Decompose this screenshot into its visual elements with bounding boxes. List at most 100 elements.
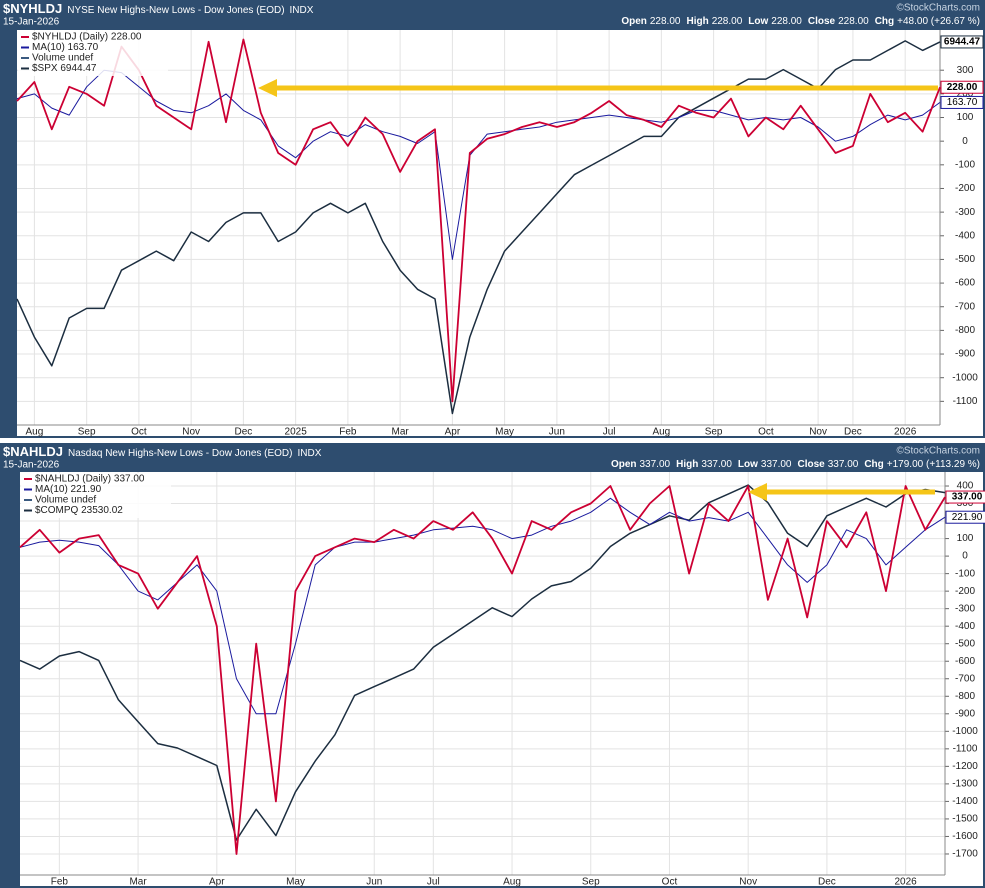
quote-value: 337.00 xyxy=(828,459,859,470)
x-tick-label: Mar xyxy=(392,427,410,438)
x-tick-label: Jun xyxy=(549,427,565,438)
x-tick-label: Dec xyxy=(844,427,862,438)
quote-label: Low xyxy=(748,16,768,27)
quote-label: Close xyxy=(808,16,836,27)
y-tick-label: 400 xyxy=(957,481,974,492)
y-tick-label: 300 xyxy=(957,498,974,509)
legend-label: $SPX 6944.47 xyxy=(32,63,97,74)
y-tick-label: -600 xyxy=(955,656,975,667)
y-tick-label: 100 xyxy=(957,533,974,544)
x-tick-label: Aug xyxy=(26,427,44,438)
x-tick-label: Feb xyxy=(51,877,69,888)
y-tick-label: -900 xyxy=(955,708,975,719)
price-tag-label: 6944.47 xyxy=(944,37,981,48)
header-title: $NAHLDJ Nasdaq New Highs-New Lows - Dow J… xyxy=(3,444,322,459)
x-tick-label: Sep xyxy=(78,427,96,438)
quote-value: 337.00 xyxy=(761,459,792,470)
y-tick-label: 300 xyxy=(957,65,974,76)
x-tick-label: Mar xyxy=(129,877,147,888)
quote-value: +179.00 (+113.29 %) xyxy=(887,459,980,470)
date: 15-Jan-2026 xyxy=(3,17,60,28)
quote-label: Open xyxy=(621,16,647,27)
price-tag-label: 163.70 xyxy=(947,97,978,108)
symbol: $NYHLDJ xyxy=(3,1,62,16)
x-tick-label: May xyxy=(495,427,514,438)
x-tick-label: Dec xyxy=(818,877,836,888)
quote-label: Open xyxy=(611,459,637,470)
y-tick-label: -300 xyxy=(955,207,975,218)
exchange: INDX xyxy=(298,448,322,459)
quote-label: Chg xyxy=(864,459,883,470)
quote: Open 228.00 High 228.00 Low 228.00 Close 228.00… xyxy=(621,16,980,27)
x-tick-label: Sep xyxy=(705,427,723,438)
y-tick-label: -500 xyxy=(955,638,975,649)
y-tick-label: -100 xyxy=(955,159,975,170)
x-tick-label: 2025 xyxy=(285,427,308,438)
x-tick-label: Aug xyxy=(503,877,521,888)
y-tick-label: -1000 xyxy=(952,726,978,737)
annotation-arrowhead xyxy=(258,79,277,97)
quote-label: Low xyxy=(738,459,758,470)
y-tick-label: -1200 xyxy=(952,761,978,772)
y-tick-label: -1000 xyxy=(952,372,978,383)
y-tick-label: -1700 xyxy=(952,849,978,860)
x-tick-label: 2026 xyxy=(894,427,917,438)
y-tick-label: 200 xyxy=(957,89,974,100)
quote: Open 337.00 High 337.00 Low 337.00 Close 337.00… xyxy=(611,459,980,470)
quote-value: 228.00 xyxy=(771,16,802,27)
y-tick-label: -100 xyxy=(955,568,975,579)
y-tick-label: -1100 xyxy=(953,743,978,754)
x-tick-label: Dec xyxy=(234,427,252,438)
quote-value: 228.00 xyxy=(650,16,681,27)
price-tag xyxy=(940,80,984,94)
symbol: $NAHLDJ xyxy=(3,444,63,459)
y-tick-label: -1300 xyxy=(952,779,978,790)
legend-label: Volume undef xyxy=(35,495,96,506)
y-tick-label: -1100 xyxy=(953,396,978,407)
x-tick-label: Jul xyxy=(603,427,616,438)
quote-value: 228.00 xyxy=(838,16,869,27)
y-tick-label: 0 xyxy=(962,551,968,562)
quote-value: 228.00 xyxy=(712,16,743,27)
y-tick-label: -700 xyxy=(955,673,975,684)
y-tick-label: -500 xyxy=(955,254,975,265)
chart-panel: $NAHLDJ Nasdaq New Highs-New Lows - Dow J… xyxy=(0,443,985,888)
series-line xyxy=(16,38,941,403)
y-tick-label: -600 xyxy=(955,278,975,289)
legend-label: Volume undef xyxy=(32,53,93,64)
quote-label: High xyxy=(676,459,698,470)
chart-panel: $NYHLDJ NYSE New Highs-New Lows - Dow Jon… xyxy=(0,0,985,438)
x-tick-label: Apr xyxy=(209,877,225,888)
x-tick-label: May xyxy=(286,877,305,888)
watermark: ©StockCharts.com xyxy=(896,446,980,457)
y-tick-label: -700 xyxy=(955,301,975,312)
series-line xyxy=(19,484,946,841)
legend-label: $COMPQ 23530.02 xyxy=(35,505,123,516)
y-tick-label: -1500 xyxy=(952,814,978,825)
price-tag xyxy=(945,510,985,524)
x-tick-label: Nov xyxy=(182,427,200,438)
x-tick-label: Feb xyxy=(339,427,357,438)
x-tick-label: Jun xyxy=(366,877,382,888)
y-tick-label: -800 xyxy=(955,691,975,702)
y-tick-label: -800 xyxy=(955,325,975,336)
annotation-arrowhead xyxy=(748,483,767,501)
watermark: ©StockCharts.com xyxy=(896,3,980,14)
x-tick-label: Oct xyxy=(131,427,147,438)
y-tick-label: -200 xyxy=(955,586,975,597)
y-tick-label: -300 xyxy=(955,603,975,614)
price-tag xyxy=(945,490,985,504)
series-line xyxy=(16,40,941,415)
y-tick-label: -1600 xyxy=(952,831,978,842)
x-tick-label: Apr xyxy=(445,427,461,438)
price-tag xyxy=(940,35,984,49)
date: 15-Jan-2026 xyxy=(3,460,60,471)
legend-label: $NYHLDJ (Daily) 228.00 xyxy=(32,32,142,43)
price-tag-label: 221.90 xyxy=(952,512,983,523)
x-tick-label: Sep xyxy=(582,877,600,888)
plot-area xyxy=(17,30,983,436)
legend-box xyxy=(21,473,171,518)
y-tick-label: -400 xyxy=(955,230,975,241)
exchange: INDX xyxy=(290,5,314,16)
